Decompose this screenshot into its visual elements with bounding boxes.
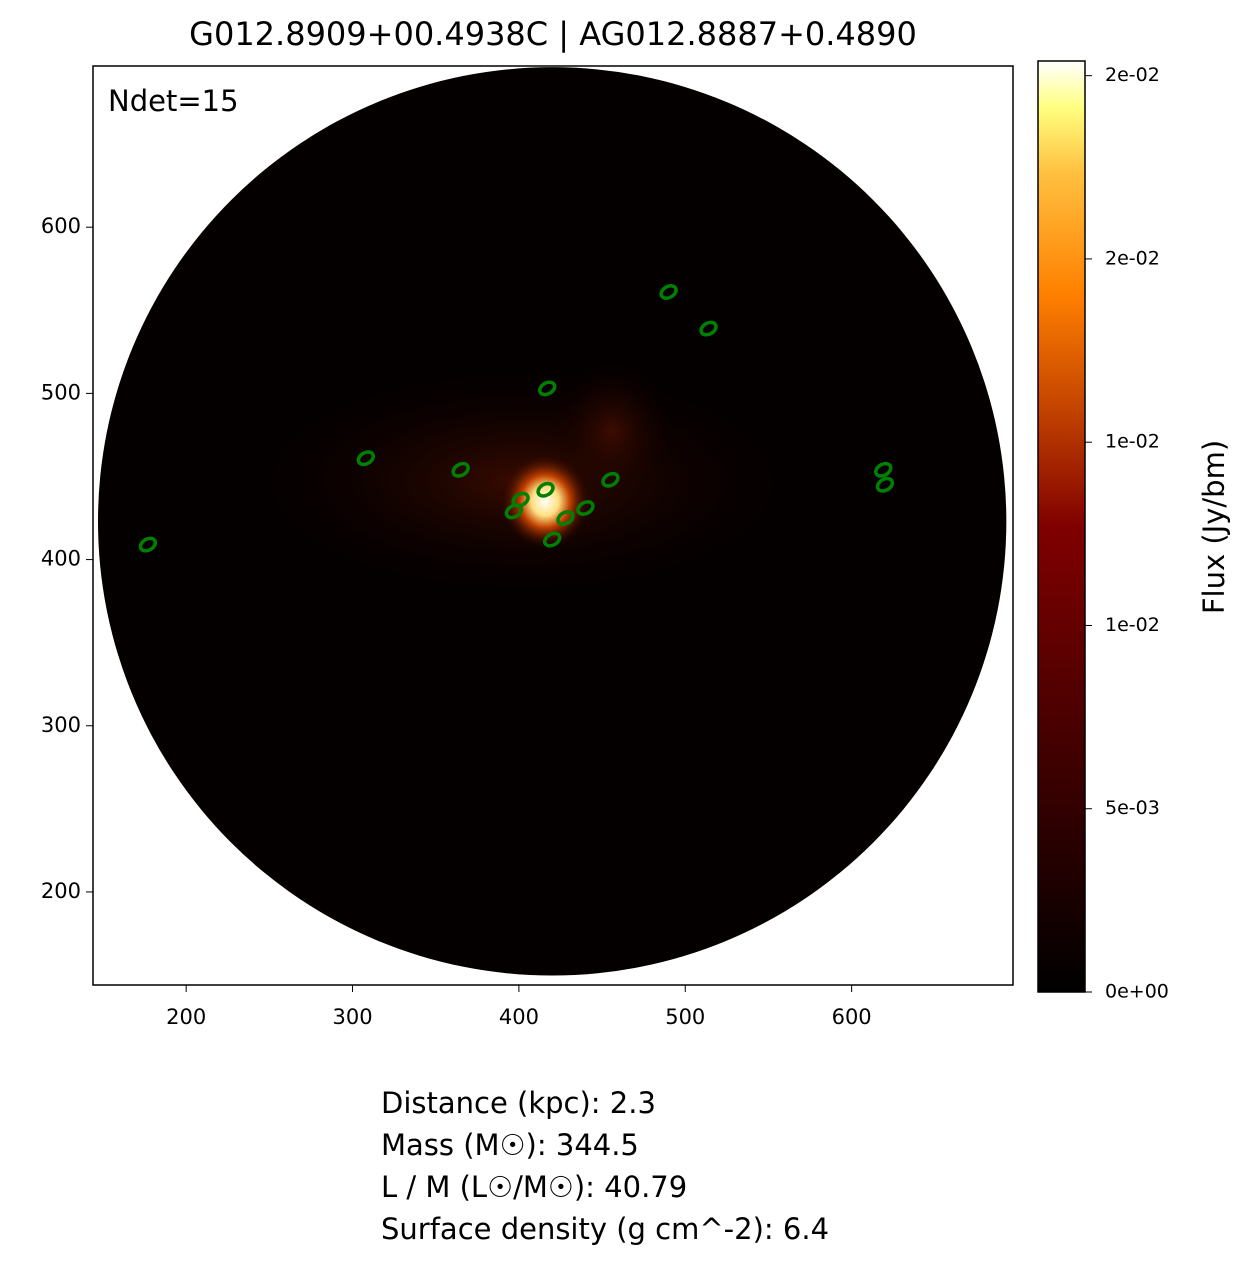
y-tick-label: 600 — [41, 214, 81, 238]
x-tick-label: 300 — [332, 1005, 372, 1029]
detection — [699, 320, 718, 337]
colorbar-tick-label: 5e-03 — [1105, 797, 1160, 819]
annotation: Ndet=15 — [108, 84, 239, 118]
detection — [536, 481, 555, 498]
detection — [556, 510, 575, 526]
colorbar-tick-label: 0e+00 — [1105, 981, 1169, 1003]
detection — [601, 471, 620, 488]
colorbar-tick-label: 1e-02 — [1105, 614, 1160, 636]
detection — [537, 380, 557, 397]
detection — [451, 461, 470, 478]
colorbar-tick-label: 2e-02 — [1105, 64, 1160, 86]
detection — [542, 531, 562, 548]
info-block: Distance (kpc): 2.3 Mass (M☉): 344.5 L / M… — [381, 1086, 829, 1246]
x-tick-label: 500 — [665, 1005, 705, 1029]
x-tick-label: 400 — [499, 1005, 539, 1029]
x-tick-label: 600 — [832, 1005, 872, 1029]
detection — [659, 284, 678, 300]
info-line: Surface density (g cm^-2): 6.4 — [381, 1212, 829, 1246]
detection — [875, 476, 895, 493]
detection — [576, 500, 595, 517]
colorbar-tick-label: 2e-02 — [1105, 247, 1160, 269]
info-line: L / M (L☉/M☉): 40.79 — [381, 1170, 687, 1204]
colorbar — [1037, 60, 1086, 993]
chart-title: G012.8909+00.4938C | AG012.8887+0.4890 — [189, 15, 917, 53]
info-line: Mass (M☉): 344.5 — [381, 1128, 639, 1162]
detection — [356, 450, 376, 467]
detection — [138, 536, 158, 553]
detection — [874, 461, 893, 478]
x-tick-label: 200 — [166, 1005, 206, 1029]
emission-haze — [552, 361, 673, 502]
colorbar-tick-label: 1e-02 — [1105, 431, 1160, 453]
y-tick-label: 300 — [41, 713, 81, 737]
y-tick-label: 500 — [41, 380, 81, 404]
y-tick-label: 400 — [41, 547, 81, 571]
y-tick-label: 200 — [41, 879, 81, 903]
axes-frame — [92, 65, 1014, 986]
colorbar-label: Flux (Jy/bm) — [1197, 440, 1231, 614]
detection — [504, 503, 524, 520]
emission-peak — [500, 453, 591, 550]
info-line: Distance (kpc): 2.3 — [381, 1086, 656, 1120]
